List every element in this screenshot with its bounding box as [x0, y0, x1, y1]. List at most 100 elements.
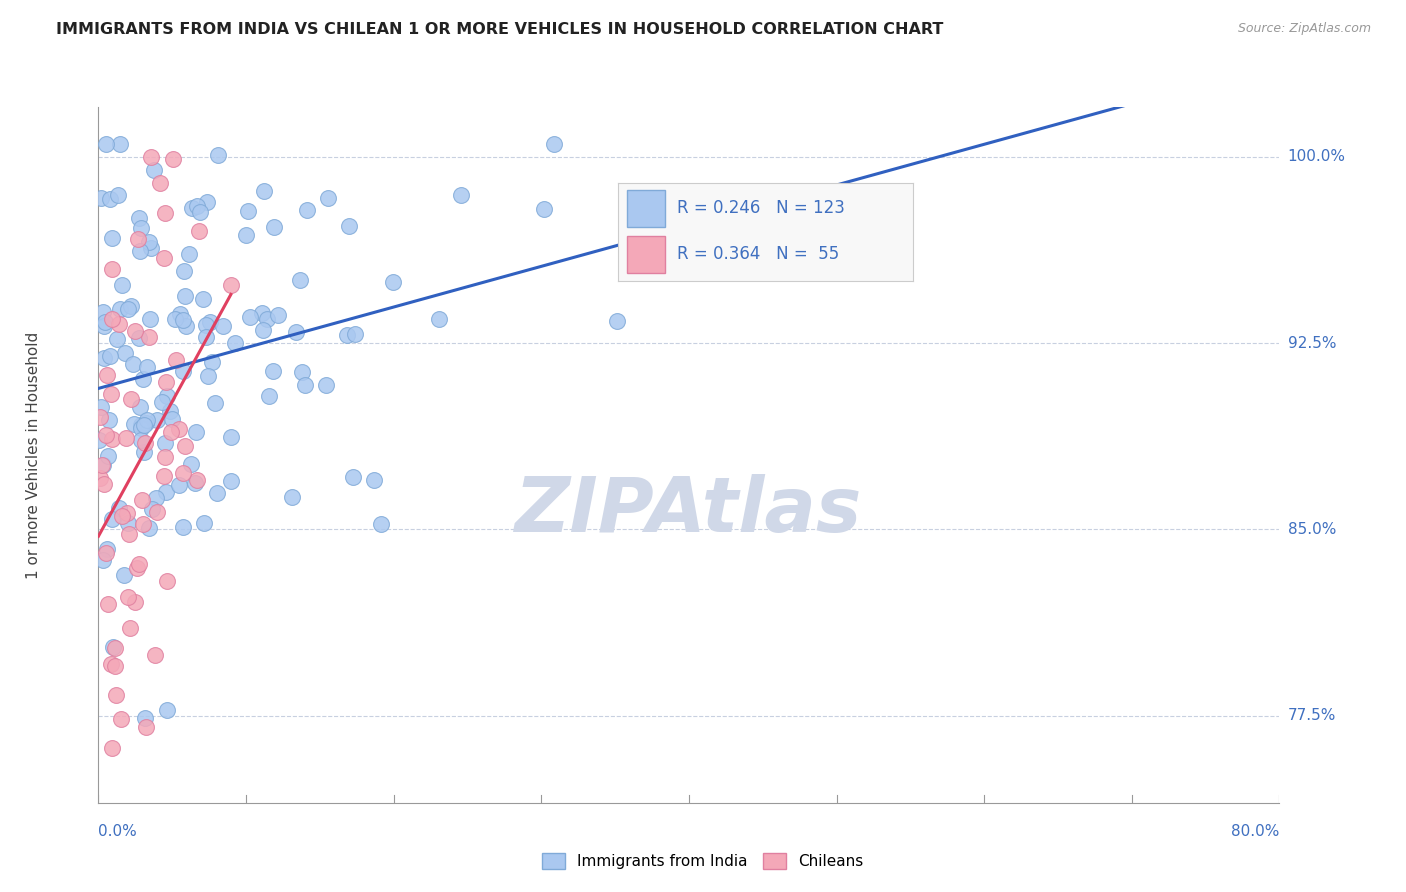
Point: [238, 203, 260, 218]
Point: [138, 520, 160, 534]
Point: [98, 413, 121, 427]
Point: [117, 516, 139, 530]
Point: [188, 204, 211, 219]
Point: [131, 492, 153, 507]
Point: [224, 336, 246, 351]
Text: Source: ZipAtlas.com: Source: ZipAtlas.com: [1237, 22, 1371, 36]
Point: [429, 312, 451, 326]
Point: [172, 312, 194, 326]
Point: [138, 235, 160, 249]
Point: [159, 425, 181, 439]
Point: [201, 354, 224, 368]
Point: [188, 224, 211, 238]
Point: [174, 289, 197, 303]
Point: [131, 220, 153, 235]
Point: [128, 331, 150, 345]
FancyBboxPatch shape: [627, 235, 665, 273]
Point: [250, 306, 273, 320]
Point: [124, 417, 146, 431]
Point: [90, 191, 112, 205]
Point: [172, 466, 194, 480]
Point: [118, 527, 141, 541]
Point: [280, 490, 302, 504]
Point: [211, 318, 233, 333]
Point: [129, 244, 152, 258]
Point: [159, 403, 181, 417]
Point: [111, 277, 134, 292]
Point: [543, 137, 565, 152]
Point: [127, 232, 149, 246]
Point: [370, 516, 392, 531]
Point: [114, 568, 136, 582]
Text: 100.0%: 100.0%: [1288, 149, 1346, 164]
Point: [252, 323, 274, 337]
Point: [117, 590, 139, 604]
Point: [290, 273, 312, 287]
Point: [219, 430, 242, 444]
Point: [169, 422, 191, 436]
Point: [94, 546, 117, 560]
Legend: Immigrants from India, Chileans: Immigrants from India, Chileans: [536, 847, 870, 875]
Point: [110, 712, 132, 726]
Point: [101, 433, 124, 447]
Point: [93, 351, 115, 366]
Point: [100, 261, 122, 276]
Text: 80.0%: 80.0%: [1232, 823, 1279, 838]
Point: [129, 417, 152, 432]
Point: [100, 386, 122, 401]
Point: [172, 519, 194, 533]
Point: [146, 413, 169, 427]
Point: [165, 353, 187, 368]
Text: R = 0.364   N =  55: R = 0.364 N = 55: [678, 245, 839, 263]
Point: [90, 458, 112, 473]
Point: [107, 187, 129, 202]
Point: [155, 206, 177, 220]
Point: [139, 150, 162, 164]
Point: [160, 412, 183, 426]
Point: [195, 194, 218, 209]
Point: [128, 400, 150, 414]
Text: 92.5%: 92.5%: [1288, 335, 1336, 351]
Point: [253, 184, 276, 198]
Point: [91, 304, 114, 318]
Point: [136, 360, 159, 375]
Point: [111, 508, 134, 523]
Point: [134, 711, 156, 725]
Point: [120, 299, 142, 313]
Point: [104, 658, 127, 673]
Point: [219, 474, 242, 488]
Point: [262, 364, 284, 378]
Point: [191, 293, 214, 307]
Point: [186, 425, 208, 439]
Point: [101, 311, 124, 326]
Point: [138, 330, 160, 344]
Point: [91, 553, 114, 567]
Text: ZIPAtlas: ZIPAtlas: [515, 474, 863, 548]
Point: [132, 372, 155, 386]
Point: [93, 476, 115, 491]
Point: [156, 703, 179, 717]
Point: [186, 473, 208, 487]
Point: [382, 275, 405, 289]
Point: [186, 199, 208, 213]
Point: [177, 247, 200, 261]
Point: [105, 332, 128, 346]
Point: [114, 431, 136, 445]
Point: [205, 485, 228, 500]
Point: [91, 458, 114, 472]
Point: [108, 317, 131, 331]
Text: 0.0%: 0.0%: [98, 823, 138, 838]
Point: [195, 330, 218, 344]
Point: [128, 558, 150, 572]
Point: [129, 420, 152, 434]
Point: [152, 251, 174, 265]
Point: [101, 740, 124, 755]
Point: [257, 388, 280, 402]
Point: [131, 517, 153, 532]
Point: [295, 202, 318, 217]
Point: [104, 640, 127, 655]
Point: [152, 469, 174, 483]
Point: [121, 358, 143, 372]
Point: [155, 376, 177, 390]
Point: [93, 319, 115, 334]
